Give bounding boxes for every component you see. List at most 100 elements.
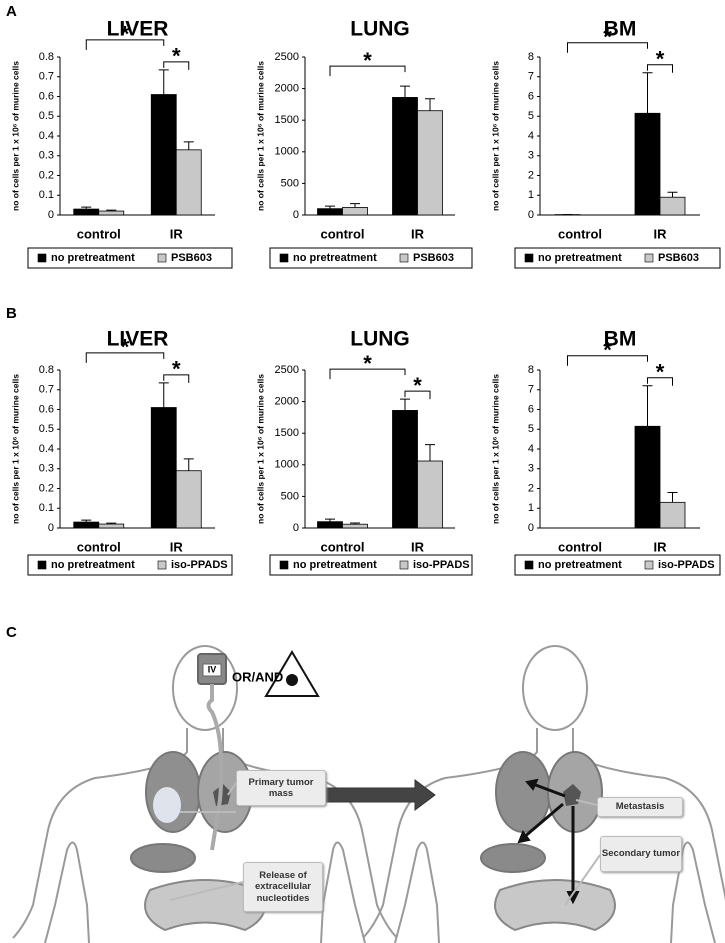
legend-label: iso-PPADS bbox=[171, 559, 228, 571]
significance-label: * bbox=[363, 351, 372, 376]
y-tick-label: 1 bbox=[528, 502, 534, 514]
y-tick-label: 7 bbox=[528, 71, 534, 83]
legend-swatch bbox=[524, 560, 534, 570]
y-tick-label: 2 bbox=[528, 482, 534, 494]
bar bbox=[634, 425, 661, 529]
x-tick-label: control bbox=[77, 226, 121, 241]
significance-bracket bbox=[329, 368, 406, 380]
y-tick-label: 3 bbox=[528, 463, 534, 475]
error-bar bbox=[667, 491, 678, 503]
bar bbox=[392, 97, 418, 216]
label-box: Release of extracellular nucleotides bbox=[243, 862, 323, 912]
label-box: Secondary tumor bbox=[600, 836, 682, 872]
bar bbox=[317, 521, 343, 529]
x-tick-label: control bbox=[558, 539, 602, 554]
y-tick-label: 8 bbox=[528, 51, 534, 63]
x-tick-label: control bbox=[558, 226, 602, 241]
error-bar bbox=[183, 141, 194, 150]
bar bbox=[392, 410, 418, 529]
significance-bracket bbox=[85, 39, 165, 50]
y-tick-label: 0.3 bbox=[39, 150, 54, 162]
significance-label: * bbox=[172, 357, 181, 382]
y-tick-label: 0.5 bbox=[39, 423, 54, 435]
significance-label: * bbox=[603, 338, 612, 363]
y-tick-label: 0 bbox=[48, 209, 54, 221]
x-tick-label: control bbox=[320, 539, 364, 554]
iv-label: IV bbox=[208, 664, 217, 674]
y-tick-label: 8 bbox=[528, 364, 534, 376]
legend-box bbox=[514, 554, 721, 576]
y-axis-label: no of cells per 1 x 10⁶ of murine cells bbox=[490, 374, 500, 524]
legend-label: no pretreatment bbox=[293, 252, 377, 264]
significance-label: * bbox=[656, 47, 665, 72]
error-bar bbox=[667, 191, 678, 198]
legend-label: no pretreatment bbox=[51, 559, 135, 571]
legend-label: iso-PPADS bbox=[413, 559, 470, 571]
y-tick-label: 0.6 bbox=[39, 403, 54, 415]
legend-swatch bbox=[157, 253, 167, 263]
y-tick-label: 0.4 bbox=[39, 130, 54, 142]
bar bbox=[634, 112, 661, 216]
y-tick-label: 1000 bbox=[275, 459, 299, 471]
bar bbox=[175, 149, 202, 216]
legend-label: no pretreatment bbox=[538, 252, 622, 264]
error-bar bbox=[350, 203, 360, 208]
y-tick-label: 0.3 bbox=[39, 463, 54, 475]
bar bbox=[175, 470, 202, 529]
legend-label: iso-PPADS bbox=[658, 559, 715, 571]
bar bbox=[659, 501, 686, 529]
bar bbox=[659, 196, 686, 216]
y-tick-label: 2000 bbox=[275, 83, 299, 95]
legend-box bbox=[269, 247, 473, 269]
x-tick-label: IR bbox=[170, 226, 184, 241]
legend-swatch bbox=[644, 560, 654, 570]
significance-label: * bbox=[656, 360, 665, 385]
y-tick-label: 5 bbox=[528, 423, 534, 435]
y-tick-label: 6 bbox=[528, 90, 534, 102]
y-tick-label: 0 bbox=[48, 522, 54, 534]
legend-box bbox=[27, 247, 233, 269]
y-tick-label: 0 bbox=[528, 522, 534, 534]
y-axis-label: no of cells per 1 x 10⁶ of murine cells bbox=[490, 61, 500, 211]
error-bar bbox=[400, 398, 410, 411]
chart-title: BM bbox=[604, 18, 637, 41]
y-tick-label: 0 bbox=[528, 209, 534, 221]
legend-label: PSB603 bbox=[171, 252, 212, 264]
legend-label: PSB603 bbox=[658, 252, 699, 264]
panel-label: C bbox=[6, 624, 17, 641]
diagram bbox=[12, 645, 725, 943]
error-bar bbox=[642, 385, 653, 427]
y-tick-label: 0 bbox=[293, 522, 299, 534]
significance-bracket bbox=[163, 374, 190, 383]
legend-swatch bbox=[157, 560, 167, 570]
panel-label: A bbox=[6, 3, 17, 20]
bar bbox=[317, 208, 343, 216]
y-tick-label: 500 bbox=[281, 490, 299, 502]
legend-box bbox=[269, 554, 473, 576]
y-tick-label: 0.2 bbox=[39, 169, 54, 181]
significance-bracket bbox=[163, 61, 190, 70]
label-box: Metastasis bbox=[597, 797, 683, 817]
y-tick-label: 0.1 bbox=[39, 189, 54, 201]
y-tick-label: 3 bbox=[528, 150, 534, 162]
error-bar bbox=[642, 72, 653, 114]
y-tick-label: 0 bbox=[293, 209, 299, 221]
significance-bracket bbox=[567, 42, 648, 53]
bar bbox=[150, 94, 177, 216]
bar bbox=[342, 207, 368, 216]
legend-swatch bbox=[37, 560, 47, 570]
or-and-label: OR/AND bbox=[232, 669, 283, 684]
legend-label: PSB603 bbox=[413, 252, 454, 264]
x-tick-label: control bbox=[77, 539, 121, 554]
chart-title: LUNG bbox=[350, 18, 410, 41]
error-bar bbox=[350, 522, 360, 525]
y-tick-label: 5 bbox=[528, 110, 534, 122]
error-bar bbox=[325, 518, 335, 522]
error-bar bbox=[158, 69, 169, 95]
bar bbox=[417, 110, 443, 216]
bar bbox=[73, 208, 100, 216]
y-tick-label: 500 bbox=[281, 177, 299, 189]
legend-label: no pretreatment bbox=[293, 559, 377, 571]
y-tick-label: 1 bbox=[528, 189, 534, 201]
y-tick-label: 0.2 bbox=[39, 482, 54, 494]
